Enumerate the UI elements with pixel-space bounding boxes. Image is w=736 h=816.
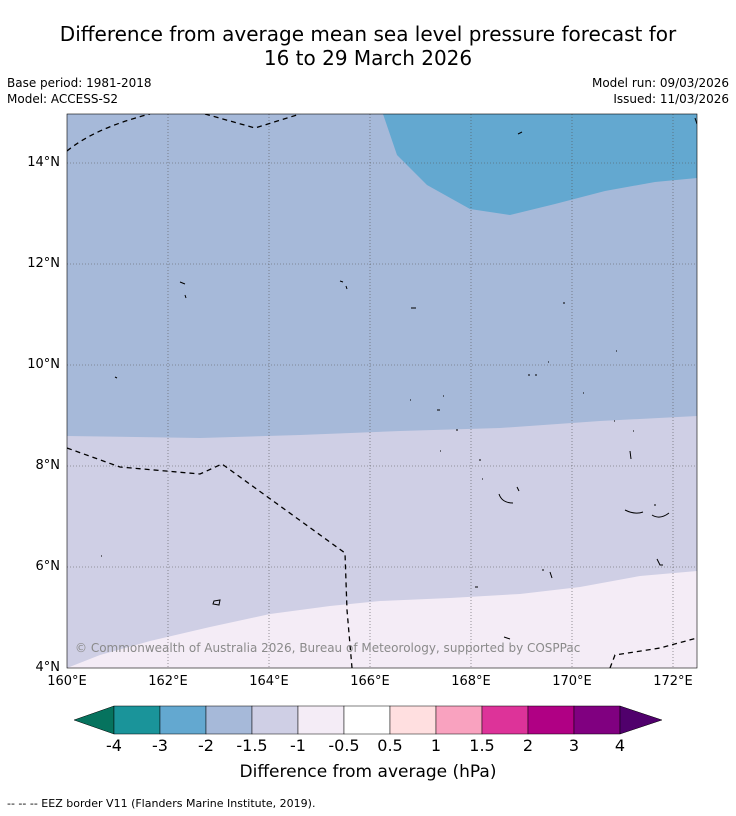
pressure-anomaly-map: [66, 113, 698, 669]
colorbar-tick-label: -2: [198, 736, 214, 755]
eez-footnote: -- -- -- EEZ border V11 (Flanders Marine…: [7, 797, 316, 810]
colorbar-tick-label: 1: [430, 736, 442, 755]
eez-borders: [67, 114, 697, 668]
meta-left: Base period: 1981-2018 Model: ACCESS-S2: [7, 75, 152, 107]
colorbar-extend-low: [73, 705, 115, 735]
lon-tick-label: 164°E: [249, 674, 289, 689]
colorbar-segment: [251, 705, 299, 735]
copyright-notice: © Commonwealth of Australia 2026, Bureau…: [75, 641, 581, 655]
title-line-1: Difference from average mean sea level p…: [59, 22, 677, 46]
model-name: Model: ACCESS-S2: [7, 92, 119, 106]
lat-tick-label: 8°N: [35, 458, 61, 473]
colorbar-segment: [435, 705, 483, 735]
colorbar-tick-label: 0.5: [377, 736, 403, 755]
lon-tick-label: 170°E: [552, 674, 592, 689]
lat-tick-label: 4°N: [35, 660, 61, 675]
graticule: [67, 114, 697, 668]
colorbar-tick-label: 4: [614, 736, 626, 755]
colorbar-extend-high: [619, 705, 663, 735]
colorbar-tick-label: 3: [568, 736, 580, 755]
chart-title: Difference from average mean sea level p…: [0, 22, 736, 70]
colorbar-segment: [573, 705, 621, 735]
lat-tick-label: 6°N: [35, 559, 61, 574]
colorbar-label: Difference from average (hPa): [239, 762, 497, 782]
colorbar-tick-label: -0.5: [328, 736, 360, 755]
colorbar-segment: [389, 705, 437, 735]
lat-tick-label: 12°N: [27, 256, 60, 271]
colorbar-segment: [205, 705, 253, 735]
colorbar-tick-label: -1: [290, 736, 306, 755]
colorbar-tick-label: -1.5: [236, 736, 268, 755]
model-run: Model run: 09/03/2026: [591, 76, 729, 90]
colorbar-segment: [297, 705, 345, 735]
anomaly-region-minus3-to-minus2: [383, 114, 697, 215]
colorbar: [73, 705, 663, 735]
colorbar-segment: [481, 705, 529, 735]
lat-tick-label: 10°N: [27, 357, 60, 372]
meta-right: Model run: 09/03/2026 Issued: 11/03/2026: [592, 75, 729, 107]
lon-tick-label: 160°E: [47, 674, 87, 689]
colorbar-segment: [527, 705, 575, 735]
islands: [101, 117, 697, 640]
map-frame: [66, 113, 698, 669]
lat-tick-label: 14°N: [27, 155, 60, 170]
issued-date: Issued: 11/03/2026: [613, 92, 729, 106]
colorbar-tick-label: -4: [106, 736, 122, 755]
lon-tick-label: 162°E: [148, 674, 188, 689]
colorbar-tick-label: 2: [522, 736, 534, 755]
lon-tick-label: 172°E: [653, 674, 693, 689]
lon-tick-label: 166°E: [350, 674, 390, 689]
colorbar-segment: [343, 705, 391, 735]
colorbar-segment: [113, 705, 161, 735]
colorbar-tick-label: 1.5: [469, 736, 495, 755]
colorbar-segment: [159, 705, 207, 735]
title-line-2: 16 to 29 March 2026: [263, 46, 473, 70]
anomaly-region-minus1-to-minus0.5: [67, 571, 697, 668]
base-period: Base period: 1981-2018: [7, 76, 152, 90]
colorbar-tick-label: -3: [152, 736, 168, 755]
lon-tick-label: 168°E: [451, 674, 491, 689]
